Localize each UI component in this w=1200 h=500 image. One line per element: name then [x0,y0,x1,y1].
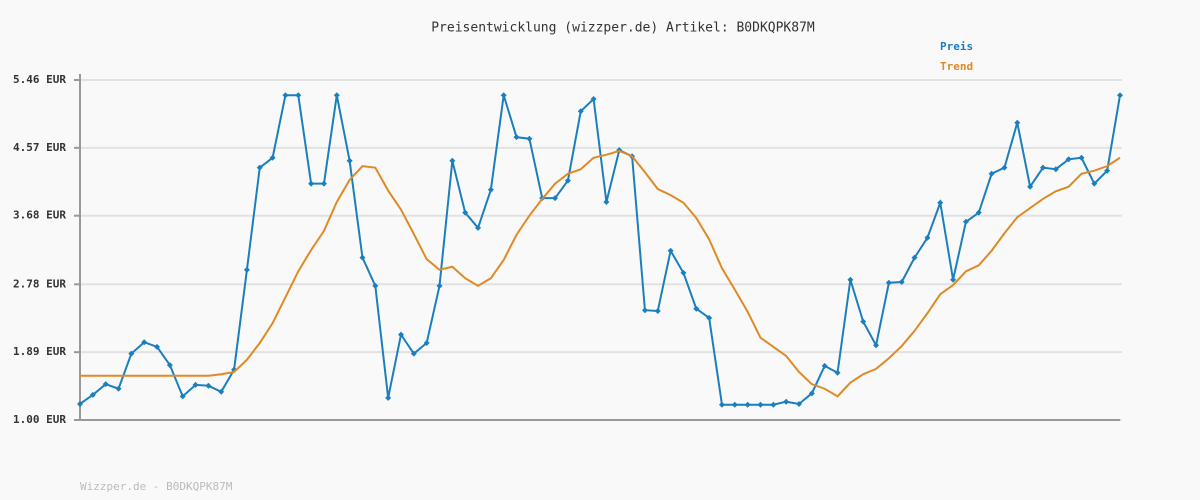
point-marker [295,92,302,99]
point-marker [179,393,186,400]
chart-title: Preisentwicklung (wizzper.de) Artikel: B… [431,21,815,36]
point-marker [577,108,584,115]
point-marker [975,209,982,216]
point-marker [783,398,790,405]
y-tick-label: 1.00 EUR [13,413,66,426]
y-tick-label: 5.46 EUR [13,73,66,86]
point-marker [603,198,610,205]
point-marker [397,331,404,338]
point-marker [654,307,661,314]
point-marker [89,391,96,398]
legend-label: Trend [940,60,973,73]
point-marker [860,318,867,325]
point-marker [462,209,469,216]
point-marker [1091,180,1098,187]
point-marker [911,254,918,261]
point-marker [885,279,892,286]
series-line [80,149,1121,398]
point-marker [962,218,969,225]
footer: Wizzper.de - B0DKQPK87M [80,480,233,493]
point-marker [796,400,803,407]
point-marker [1078,154,1085,161]
point-marker [1014,119,1021,126]
point-marker [1065,156,1072,163]
point-marker [282,92,289,99]
point-marker [526,135,533,142]
point-marker [847,276,854,283]
point-marker [898,279,905,286]
point-marker [166,362,173,369]
point-marker [950,276,957,283]
point-marker [718,401,725,408]
point-marker [834,369,841,376]
point-marker [757,401,764,408]
point-marker [667,247,674,254]
point-marker [731,401,738,408]
point-marker [1117,92,1123,99]
point-marker [680,269,687,276]
point-marker [243,266,250,273]
point-marker [513,134,520,141]
point-marker [552,195,559,202]
point-marker [1001,164,1008,171]
y-tick-label: 2.78 EUR [13,277,66,290]
point-marker [333,92,340,99]
point-marker [590,96,597,103]
point-marker [449,157,456,164]
point-marker [115,385,122,392]
point-marker [564,177,571,184]
point-marker [154,343,161,350]
point-marker [256,164,263,171]
point-marker [436,282,443,289]
point-marker [988,170,995,177]
point-marker [410,350,417,357]
point-marker [269,154,276,161]
point-marker [1104,167,1111,174]
point-marker [821,362,828,369]
point-marker [487,186,494,193]
point-marker [218,388,225,395]
point-marker [141,339,148,346]
y-tick-label: 1.89 EUR [13,345,66,358]
point-marker [924,234,931,241]
point-marker [320,180,327,187]
point-marker [770,401,777,408]
point-marker [346,157,353,164]
point-marker [475,224,482,231]
point-marker [385,394,392,401]
point-marker [102,381,109,388]
point-marker [308,180,315,187]
point-marker [192,381,199,388]
point-marker [205,382,212,389]
point-marker [77,400,83,407]
point-marker [937,199,944,206]
point-marker [873,342,880,349]
point-marker [1027,183,1034,190]
point-marker [693,305,700,312]
point-marker [128,350,135,357]
point-marker [706,314,713,321]
series-line [79,94,1121,406]
y-tick-label: 3.68 EUR [13,209,66,222]
point-marker [423,340,430,347]
y-tick-label: 4.57 EUR [13,141,66,154]
point-marker [808,390,815,397]
point-marker [744,401,751,408]
point-marker [372,282,379,289]
point-marker [359,254,366,261]
point-marker [641,307,648,314]
point-marker [500,92,507,99]
point-marker [1052,166,1059,173]
point-marker [1039,164,1046,171]
legend-label: Preis [940,40,973,53]
